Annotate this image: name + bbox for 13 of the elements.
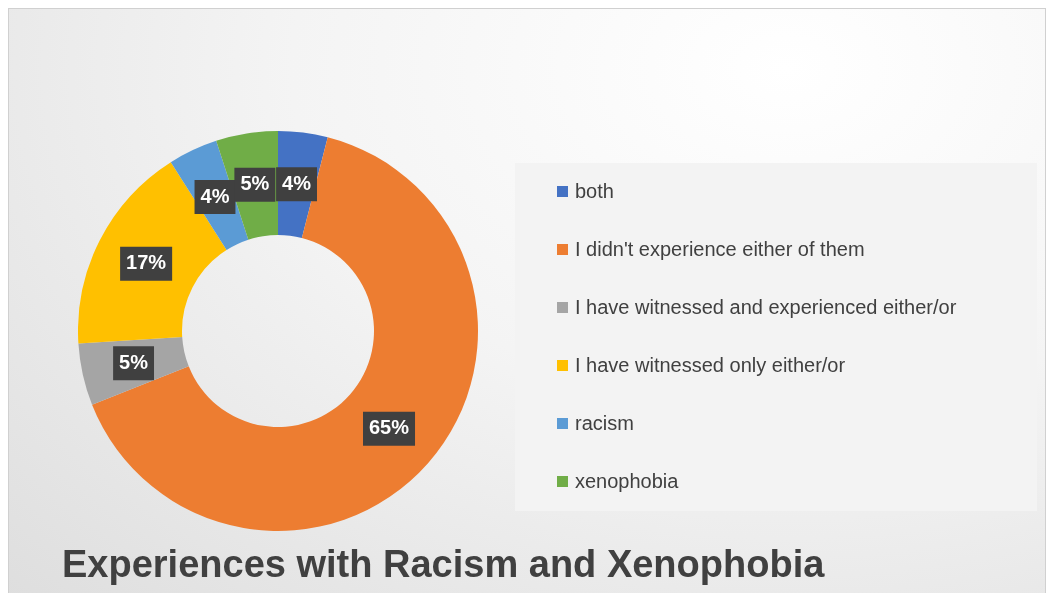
text: Experiences with Racism and Xenophobia [62, 543, 825, 586]
data-label: 4% [200, 184, 230, 207]
data-label: 4% [282, 171, 312, 194]
legend-label: xenophobia [575, 470, 679, 492]
data-label: 5% [240, 172, 270, 195]
legend-label: both [575, 180, 614, 202]
data-label: 65% [369, 416, 410, 439]
legend-label: I didn't experience either of them [575, 238, 865, 260]
legend-label: racism [575, 412, 634, 434]
legend-label: I have witnessed and experienced either/or [575, 296, 957, 318]
data-label: 17% [126, 251, 167, 274]
data-label: 5% [119, 350, 149, 373]
legend-label: I have witnessed only either/or [575, 354, 846, 376]
